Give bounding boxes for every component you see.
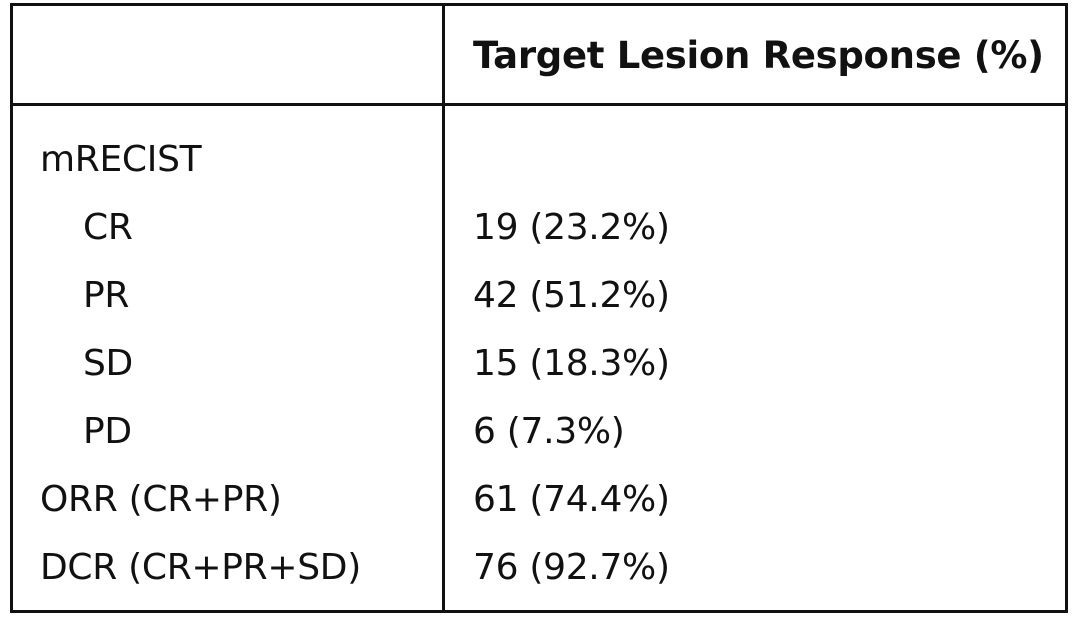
column-divider xyxy=(442,6,445,610)
row-value: 19 (23.2%) xyxy=(473,207,670,248)
header-rule xyxy=(13,103,1065,106)
table-row: PD 6 (7.3%) xyxy=(13,398,1065,466)
row-value: 76 (92.7%) xyxy=(473,547,670,588)
row-label: CR xyxy=(83,207,133,248)
table-row: mRECIST xyxy=(13,126,1065,194)
table-row: SD 15 (18.3%) xyxy=(13,330,1065,398)
table-row: ORR (CR+PR) 61 (74.4%) xyxy=(13,466,1065,534)
row-value: 61 (74.4%) xyxy=(473,479,670,520)
response-table: Target Lesion Response (%) mRECIST CR 19… xyxy=(10,3,1068,613)
table-row: CR 19 (23.2%) xyxy=(13,194,1065,262)
row-value: 6 (7.3%) xyxy=(473,411,625,452)
table-row: PR 42 (51.2%) xyxy=(13,262,1065,330)
row-label: DCR (CR+PR+SD) xyxy=(40,547,361,588)
row-label: mRECIST xyxy=(40,139,202,180)
row-label: ORR (CR+PR) xyxy=(40,479,282,520)
table-row: DCR (CR+PR+SD) 76 (92.7%) xyxy=(13,534,1065,602)
row-label: SD xyxy=(83,343,133,384)
row-label: PD xyxy=(83,411,132,452)
row-value: 15 (18.3%) xyxy=(473,343,670,384)
row-value: 42 (51.2%) xyxy=(473,275,670,316)
header-target-lesion-response: Target Lesion Response (%) xyxy=(473,34,1044,77)
row-label: PR xyxy=(83,275,130,316)
